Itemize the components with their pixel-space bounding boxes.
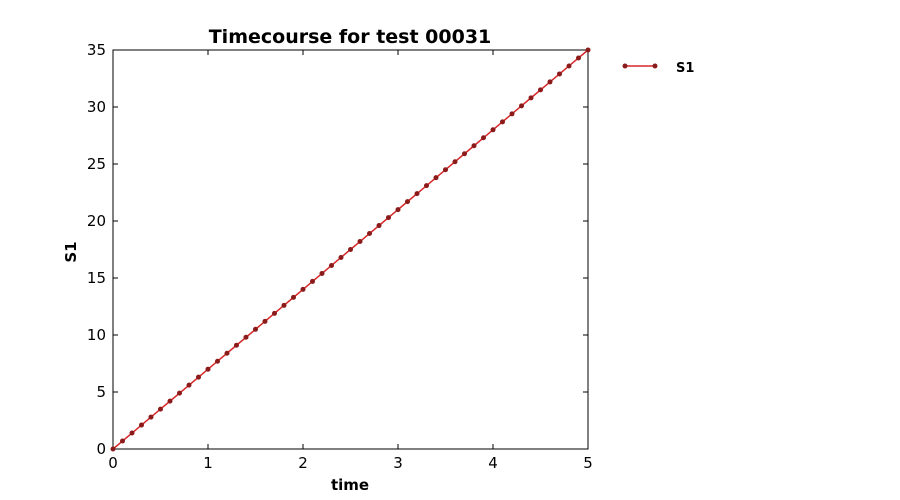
data-point (129, 430, 135, 436)
y-tick-label: 30 (87, 98, 106, 116)
y-tick-label: 0 (96, 440, 106, 458)
legend-marker-s1 (652, 63, 658, 69)
data-point (386, 215, 391, 221)
plot-area (112, 49, 589, 450)
data-point (405, 199, 410, 205)
data-point (253, 326, 258, 332)
data-point (196, 374, 201, 380)
data-point (443, 167, 448, 173)
data-point (490, 127, 496, 133)
data-point (576, 55, 581, 61)
data-point (357, 239, 363, 245)
data-point (110, 446, 116, 452)
data-point (566, 63, 572, 69)
x-tick-label: 1 (203, 454, 213, 472)
data-point (272, 310, 277, 316)
x-tick-label: 5 (583, 454, 593, 472)
data-point (281, 302, 287, 308)
x-axis-label: time (331, 476, 369, 494)
y-tick-label: 20 (87, 212, 106, 230)
data-point (158, 406, 163, 412)
series-layer (110, 47, 591, 452)
x-tick-label: 4 (488, 454, 498, 472)
data-point (120, 438, 125, 444)
data-point (319, 270, 325, 276)
data-point (329, 262, 334, 268)
data-point (310, 278, 315, 284)
x-tick-label: 0 (108, 454, 118, 472)
data-point (186, 382, 192, 388)
y-tick-label: 10 (87, 326, 106, 344)
data-point (224, 350, 230, 356)
data-point (148, 414, 154, 420)
data-point (395, 207, 401, 213)
data-point (462, 151, 467, 157)
chart-title: Timecourse for test 00031 (209, 26, 492, 48)
x-tick-label: 2 (298, 454, 308, 472)
data-point (367, 231, 372, 237)
data-point (538, 87, 543, 93)
data-point (215, 358, 220, 364)
x-tick-label: 3 (393, 454, 403, 472)
data-point (167, 398, 173, 404)
y-tick-label: 5 (96, 383, 106, 401)
data-point (528, 95, 534, 101)
legend-marker-s1 (622, 63, 628, 69)
data-point (338, 254, 344, 260)
data-point (234, 342, 239, 348)
data-point (205, 366, 211, 372)
data-point (519, 103, 524, 109)
data-point (414, 191, 420, 197)
x-axis: 0 1 2 3 4 5 (108, 50, 593, 472)
legend: S1 (622, 61, 694, 76)
y-tick-label: 25 (87, 155, 106, 173)
y-axis: 0 5 10 15 20 25 30 35 (87, 41, 588, 458)
data-point (376, 223, 382, 229)
data-point (547, 79, 553, 85)
data-point (481, 135, 486, 141)
data-point (500, 119, 505, 125)
data-point (177, 390, 182, 396)
data-point (585, 47, 591, 53)
data-point (348, 247, 353, 252)
data-point (433, 175, 439, 181)
data-point (424, 183, 429, 189)
data-point (557, 71, 562, 77)
data-point (471, 143, 477, 149)
data-point (300, 286, 306, 292)
data-point (262, 318, 268, 324)
data-point (291, 294, 296, 300)
y-tick-label: 35 (87, 41, 106, 59)
legend-label-s1: S1 (676, 61, 694, 76)
data-point (243, 334, 249, 340)
data-point (509, 111, 515, 117)
y-tick-label: 15 (87, 269, 106, 287)
y-axis-label: S1 (62, 241, 80, 262)
data-point (452, 159, 458, 165)
data-point (139, 422, 144, 428)
